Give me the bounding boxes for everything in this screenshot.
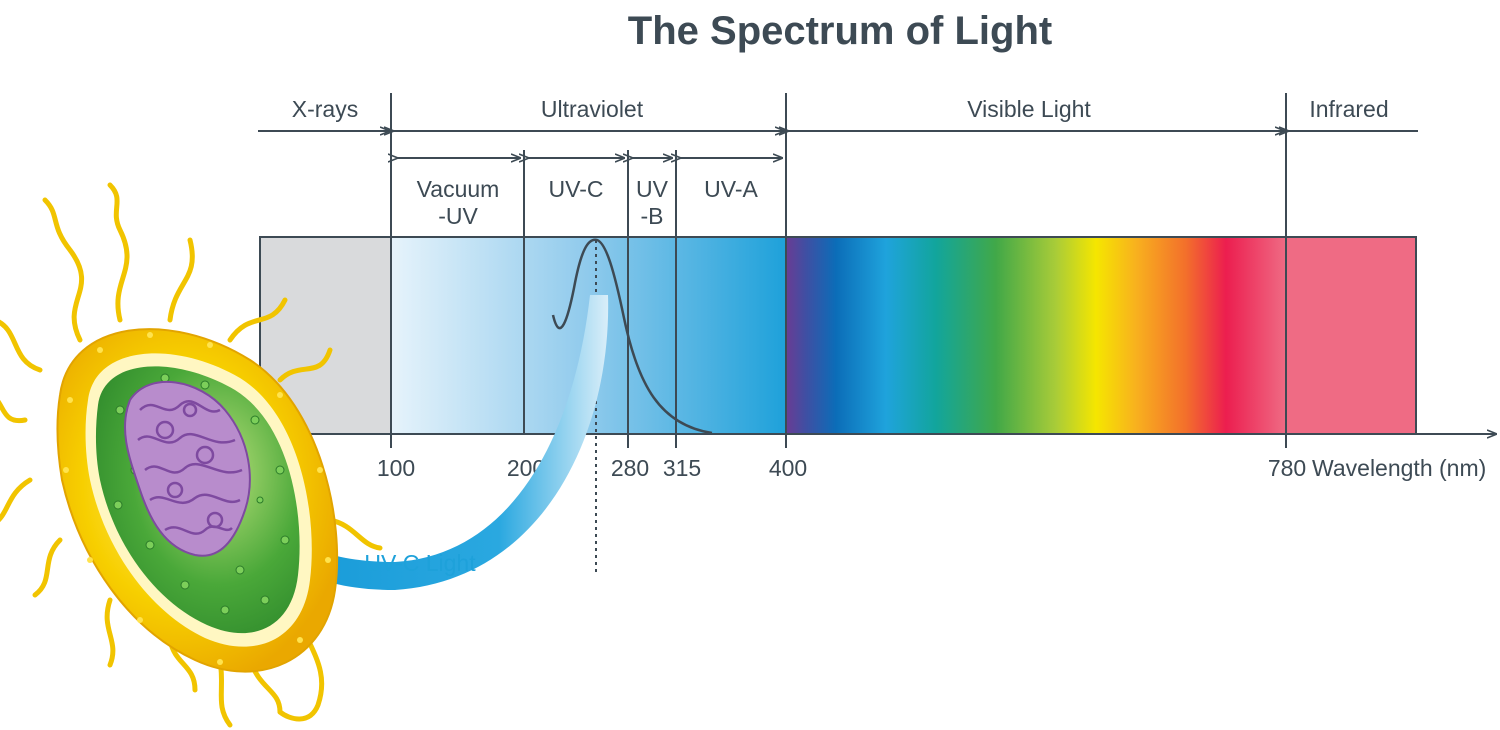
germicidal-curve	[551, 238, 713, 435]
tick-label-780: 780	[1268, 455, 1306, 481]
uvc-label: UV-C	[549, 176, 604, 202]
bacterium-dna-strands	[137, 400, 243, 535]
uvc-light-arrow	[244, 295, 609, 590]
tick-label-100: 100	[377, 455, 415, 481]
ultraviolet-label: Ultraviolet	[541, 96, 644, 122]
page-title: The Spectrum of Light	[628, 9, 1052, 53]
bacterium-flagella	[0, 182, 383, 728]
visible-light-label: Visible Light	[967, 96, 1091, 122]
infrared-label: Infrared	[1309, 96, 1388, 122]
bacterium-illustration	[0, 182, 383, 728]
tick-label-315: 315	[663, 455, 701, 481]
infrared-band	[1286, 237, 1416, 434]
uvb-label-line2: -B	[641, 203, 664, 229]
tick-label-400: 400	[769, 455, 807, 481]
uvc-light-label: UV-C Light	[364, 550, 476, 576]
bacterium-dna	[123, 380, 251, 557]
bacterium-surface-dots	[63, 332, 331, 665]
axis-title: Wavelength (nm)	[1312, 455, 1486, 481]
vacuum-uv-label-line1: Vacuum	[417, 176, 500, 202]
vacuum-uv-label-line2: -UV	[438, 203, 478, 229]
visible-band	[786, 237, 1286, 434]
xrays-label: X-rays	[292, 96, 358, 122]
uvb-label-line1: UV	[636, 176, 669, 202]
tick-label-280: 280	[611, 455, 649, 481]
uva-label: UV-A	[704, 176, 758, 202]
